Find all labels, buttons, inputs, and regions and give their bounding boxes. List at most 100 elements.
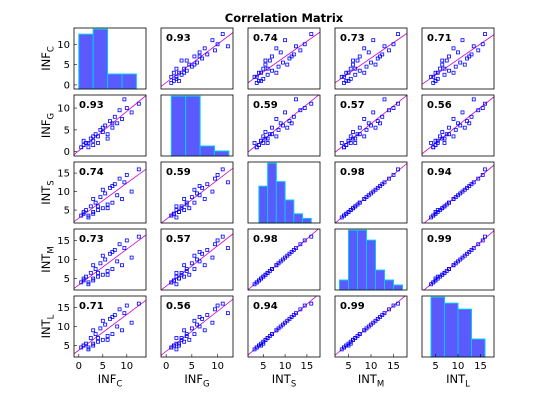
scatter-point	[480, 238, 485, 243]
scatter-point	[351, 58, 355, 63]
scatter-point	[100, 272, 105, 277]
scatter-point	[442, 136, 447, 141]
scatter-point	[391, 42, 396, 47]
scatter-point	[263, 272, 268, 277]
scatter-point	[278, 324, 283, 329]
scatter-point	[348, 339, 353, 344]
scatter-point	[391, 106, 396, 110]
scatter-point	[387, 307, 391, 312]
scatter-point	[177, 343, 181, 348]
scatter-point	[444, 58, 449, 63]
scatter-point	[100, 125, 105, 130]
scatter-point	[197, 50, 202, 55]
scatter-point	[192, 200, 197, 205]
scatter-point	[205, 248, 210, 252]
scatter-point	[344, 343, 349, 348]
scatter-point	[270, 68, 274, 73]
histogram-bar	[430, 296, 445, 358]
panel-INF_G-vs-INF_G	[160, 94, 234, 157]
scatter-point	[182, 66, 187, 71]
scatter-point	[202, 46, 207, 51]
scatter-point	[105, 132, 110, 137]
scatter-point	[93, 200, 98, 205]
scatter-point	[129, 320, 134, 325]
scatter-point	[182, 274, 187, 279]
histogram-bar	[366, 239, 376, 291]
scatter-point	[171, 78, 176, 83]
scatter-point	[103, 191, 108, 196]
scatter-point	[112, 114, 117, 119]
panel-frame	[73, 27, 147, 90]
scatter-point	[182, 339, 187, 344]
scatter-point	[192, 318, 197, 323]
scatter-point	[265, 136, 270, 141]
scatter-point	[391, 303, 396, 308]
scatter-point	[192, 253, 197, 258]
panel-INT_M-vs-INT_M	[334, 228, 408, 291]
scatter-point	[169, 74, 174, 79]
scatter-point	[456, 50, 460, 55]
scatter-point	[124, 173, 129, 177]
scatter-point	[220, 32, 225, 36]
scatter-point	[458, 60, 463, 65]
histogram-bar	[293, 213, 304, 224]
correlation-label: 0.94	[427, 167, 452, 178]
scatter-point	[263, 337, 268, 342]
scatter-point	[438, 134, 442, 139]
regression-line	[74, 234, 146, 289]
scatter-point	[189, 195, 194, 200]
scatter-point	[177, 210, 181, 214]
scatter-point	[471, 180, 476, 185]
scatter-point	[278, 259, 283, 264]
scatter-point	[375, 119, 380, 124]
scatter-point	[456, 121, 460, 126]
scatter-point	[115, 259, 120, 264]
scatter-point	[287, 316, 292, 321]
x-axis-label-INF_C-subscript: C	[116, 380, 122, 390]
correlation-label: 0.57	[166, 234, 191, 245]
scatter-point	[342, 345, 346, 350]
scatter-point	[265, 72, 270, 77]
panel-INF_C-vs-INT_S: 0.74	[247, 27, 321, 90]
panel-INT_S-vs-INT_L: 0.94	[421, 161, 495, 224]
scatter-point	[476, 48, 481, 53]
scatter-point	[281, 123, 285, 128]
x-axis-label-INT_M-base: INT	[358, 372, 378, 386]
panel-INT_M-vs-INT_L: 0.99	[421, 228, 495, 291]
panel-frame	[247, 228, 321, 291]
scatter-point	[302, 42, 307, 47]
regression-line	[74, 168, 146, 223]
panel-frame	[421, 295, 495, 358]
scatter-point	[270, 125, 274, 130]
scatter-point	[105, 272, 110, 277]
scatter-point	[344, 70, 349, 75]
x-tick-label: 10	[365, 361, 378, 372]
scatter-point	[283, 38, 287, 43]
scatter-point	[480, 42, 485, 47]
x-axis-label-INT_L-base: INT	[446, 372, 466, 386]
scatter-point	[447, 132, 451, 137]
scatter-point	[124, 106, 129, 110]
regression-line	[248, 229, 319, 290]
histogram-bar	[357, 229, 367, 291]
scatter-point	[117, 307, 122, 312]
panel-frame	[160, 27, 234, 90]
scatter-point	[467, 54, 472, 59]
scatter-point	[483, 32, 487, 36]
scatter-point	[187, 62, 192, 67]
scatter-point	[84, 141, 88, 145]
scatter-point	[309, 32, 314, 36]
scatter-point	[294, 44, 298, 49]
scatter-point	[261, 76, 266, 81]
y-tick-label: 10	[57, 322, 70, 333]
scatter-point	[465, 251, 469, 256]
panel-INT_S-vs-INT_M: 0.98	[334, 161, 408, 224]
scatter-point	[225, 311, 230, 316]
panel-frame	[334, 27, 408, 90]
correlation-label: 0.71	[79, 301, 104, 312]
scatter-point	[91, 211, 96, 216]
scatter-point	[462, 125, 467, 130]
scatter-point	[100, 130, 105, 134]
scatter-point	[453, 127, 458, 132]
